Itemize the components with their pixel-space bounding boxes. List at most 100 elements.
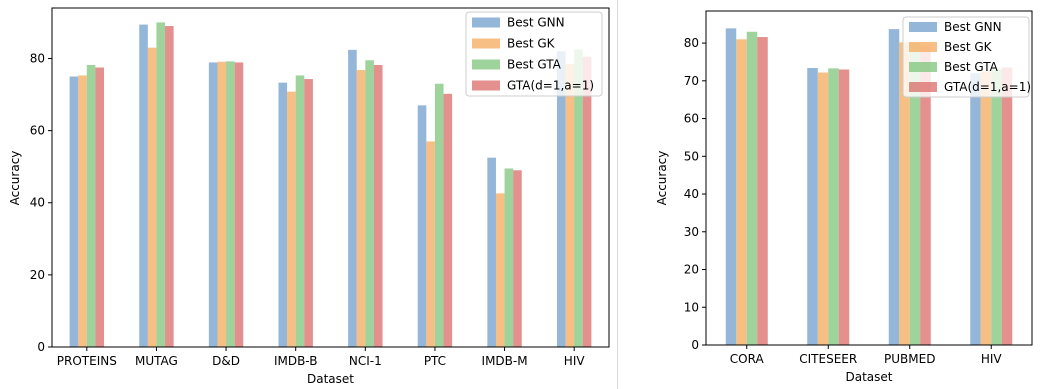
bar-best-gk-hiv bbox=[565, 63, 575, 348]
bar-best-gk-cora bbox=[736, 39, 747, 346]
bar-gta-d-1-a-1--pubmed bbox=[920, 44, 931, 345]
bar-best-gnn-citeseer bbox=[807, 67, 818, 346]
y-tick-label: 50 bbox=[684, 149, 699, 163]
legend-label: Best GK bbox=[944, 40, 993, 54]
bar-best-gta-imdb-m bbox=[504, 168, 514, 347]
bar-best-gnn-d-d bbox=[208, 62, 218, 348]
bar-best-gk-nci-1 bbox=[356, 70, 366, 347]
x-axis-label: Dataset bbox=[307, 372, 354, 386]
bar-best-gk-imdb-m bbox=[495, 193, 505, 347]
y-tick-label: 60 bbox=[684, 112, 699, 126]
y-tick-label: 20 bbox=[30, 268, 45, 282]
legend-swatch bbox=[909, 62, 937, 72]
bar-best-gta-pubmed bbox=[909, 43, 921, 345]
x-tick-label: CITESEER bbox=[799, 352, 857, 366]
bar-gta-d-1-a-1--hiv bbox=[582, 56, 592, 347]
bar-gta-d-1-a-1--nci-1 bbox=[373, 64, 383, 347]
bar-gta-d-1-a-1--imdb-b bbox=[304, 79, 313, 348]
legend-swatch bbox=[472, 80, 500, 91]
y-tick-label: 0 bbox=[691, 338, 699, 352]
x-tick-label: IMDB-M bbox=[482, 354, 528, 368]
legend-swatch bbox=[472, 17, 500, 28]
y-tick-label: 80 bbox=[684, 36, 699, 50]
x-tick-label: IMDB-B bbox=[274, 354, 318, 368]
chart-left: 0 20 40 60 80 PROTEINS MUTAG D&D IMDB-B NCI-1 PTC I… bbox=[8, 7, 610, 386]
bar-gta-d-1-a-1--ptc bbox=[443, 93, 453, 347]
x-tick-label: PROTEINS bbox=[57, 354, 117, 368]
bar-best-gnn-nci-1 bbox=[348, 49, 357, 347]
legend-label: Best GTA bbox=[507, 58, 562, 72]
y-tick-label: 70 bbox=[684, 74, 699, 88]
y-axis-label: Accuracy bbox=[655, 151, 669, 206]
bar-best-gta-hiv bbox=[991, 69, 1002, 345]
bar-gta-d-1-a-1--proteins bbox=[95, 67, 105, 347]
bar-best-gk-imdb-b bbox=[287, 91, 296, 347]
bars bbox=[725, 28, 1013, 346]
bar-best-gnn-hiv bbox=[556, 51, 566, 347]
y-axis-label: Accuracy bbox=[8, 151, 22, 206]
legend-label: Best GK bbox=[507, 37, 556, 51]
legend-box bbox=[902, 16, 1030, 98]
bar-best-gk-d-d bbox=[217, 61, 227, 348]
legend: Best GNN Best GK Best GTA GTA(d=1,a=1) bbox=[465, 11, 603, 97]
legend-label: Best GNN bbox=[944, 20, 1002, 34]
x-tick-label: PTC bbox=[424, 354, 446, 368]
y-tick-label: 80 bbox=[30, 51, 45, 65]
legend-label: GTA(d=1,a=1) bbox=[507, 79, 594, 93]
x-axis-label: Dataset bbox=[846, 370, 893, 384]
legend-swatch bbox=[472, 38, 500, 49]
bar-best-gnn-proteins bbox=[69, 76, 79, 348]
bar-best-gta-proteins bbox=[86, 64, 96, 347]
bar-best-gnn-cora bbox=[725, 28, 737, 346]
chart-right: 0 10 20 30 40 50 60 70 80 CORA CITESEER PUBMED HIV Da… bbox=[655, 10, 1033, 384]
bar-gta-d-1-a-1--d-d bbox=[234, 62, 244, 348]
bar-gta-d-1-a-1--hiv bbox=[1001, 67, 1013, 346]
y-tick-label: 20 bbox=[684, 263, 699, 277]
bar-best-gnn-imdb-m bbox=[487, 157, 496, 347]
legend-label: Best GTA bbox=[944, 60, 999, 74]
bar-best-gnn-imdb-b bbox=[278, 82, 288, 348]
legend-swatch bbox=[909, 82, 937, 92]
x-tick-label: HIV bbox=[564, 354, 586, 368]
x-tick-label: CORA bbox=[730, 352, 765, 366]
x-tick-label: PUBMED bbox=[884, 352, 935, 366]
legend-box bbox=[465, 11, 603, 97]
x-tick-label: NCI-1 bbox=[349, 354, 382, 368]
legend-label: Best GNN bbox=[507, 16, 565, 30]
y-tick-label: 10 bbox=[684, 300, 699, 314]
x-tick-label: MUTAG bbox=[135, 354, 178, 368]
bar-best-gta-cora bbox=[746, 31, 758, 345]
bar-best-gnn-ptc bbox=[417, 105, 427, 348]
legend-swatch bbox=[909, 22, 937, 32]
bar-best-gk-citeseer bbox=[817, 72, 829, 346]
plot-frame bbox=[51, 7, 610, 348]
bar-best-gta-imdb-b bbox=[295, 75, 305, 347]
y-tick-label: 40 bbox=[684, 187, 699, 201]
legend: Best GNN Best GK Best GTA GTA(d=1,a=1) bbox=[902, 16, 1031, 98]
bar-best-gk-pubmed bbox=[899, 42, 910, 345]
bar-best-gk-ptc bbox=[426, 141, 435, 347]
bar-gta-d-1-a-1--imdb-m bbox=[513, 170, 522, 347]
y-tick-label: 0 bbox=[37, 340, 45, 354]
bar-best-gk-proteins bbox=[78, 75, 87, 347]
legend-label: GTA(d=1,a=1) bbox=[944, 80, 1031, 94]
legend-swatch bbox=[472, 59, 500, 70]
plot-frame bbox=[705, 10, 1033, 346]
bar-best-gta-ptc bbox=[434, 83, 444, 347]
bar-best-gta-mutag bbox=[156, 22, 166, 348]
bar-best-gta-nci-1 bbox=[365, 60, 374, 347]
legend-swatch bbox=[909, 42, 937, 52]
x-tick-label: HIV bbox=[981, 352, 1003, 366]
bar-best-gnn-mutag bbox=[139, 24, 148, 348]
bar-best-gk-hiv bbox=[980, 71, 992, 345]
y-tick-label: 30 bbox=[684, 225, 699, 239]
bar-best-gta-hiv bbox=[574, 49, 583, 347]
bar-best-gk-mutag bbox=[147, 47, 157, 348]
bars bbox=[69, 22, 592, 348]
bar-best-gta-citeseer bbox=[828, 68, 839, 346]
y-tick-label: 60 bbox=[30, 124, 45, 138]
bar-gta-d-1-a-1--mutag bbox=[165, 26, 174, 348]
bar-best-gnn-hiv bbox=[970, 73, 981, 346]
x-tick-label: D&D bbox=[212, 354, 240, 368]
